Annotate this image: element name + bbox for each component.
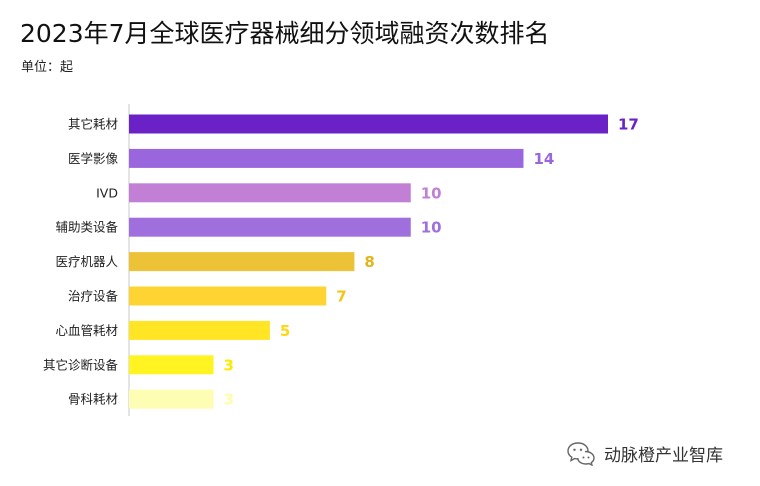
category-label-0: 其它耗材 <box>68 117 118 132</box>
footer-watermark: 动脉橙产业智库 <box>566 440 723 466</box>
category-label-2: IVD <box>96 185 118 200</box>
bar-6 <box>129 320 270 340</box>
brand-name: 动脉橙产业智库 <box>604 445 723 466</box>
category-label-1: 医学影像 <box>68 151 119 166</box>
value-label-0: 17 <box>618 116 639 134</box>
value-label-3: 10 <box>421 219 442 237</box>
value-label-2: 10 <box>421 184 442 202</box>
chart-title: 2023年7月全球医疗器械细分领域融资次数排名 <box>20 19 550 48</box>
value-label-6: 5 <box>280 322 290 340</box>
bar-8 <box>129 389 214 409</box>
value-label-7: 3 <box>224 356 234 374</box>
category-label-7: 其它诊断设备 <box>43 357 119 372</box>
value-label-4: 8 <box>364 253 374 271</box>
bar-4 <box>129 252 355 272</box>
value-label-1: 14 <box>533 150 554 168</box>
category-label-3: 辅助类设备 <box>55 220 118 235</box>
bar-1 <box>129 148 524 168</box>
unit-label: 单位：起 <box>21 60 74 75</box>
bar-2 <box>129 183 411 203</box>
bar-7 <box>129 355 214 375</box>
category-label-8: 骨科耗材 <box>68 392 118 407</box>
category-label-6: 心血管耗材 <box>55 323 118 338</box>
value-label-5: 7 <box>336 288 346 306</box>
bar-0 <box>129 114 608 134</box>
category-label-5: 治疗设备 <box>68 289 119 304</box>
bar-3 <box>129 217 411 237</box>
wechat-icon <box>567 442 595 466</box>
bar-5 <box>129 286 327 306</box>
value-label-8: 3 <box>224 391 234 409</box>
category-label-4: 医疗机器人 <box>55 254 118 269</box>
